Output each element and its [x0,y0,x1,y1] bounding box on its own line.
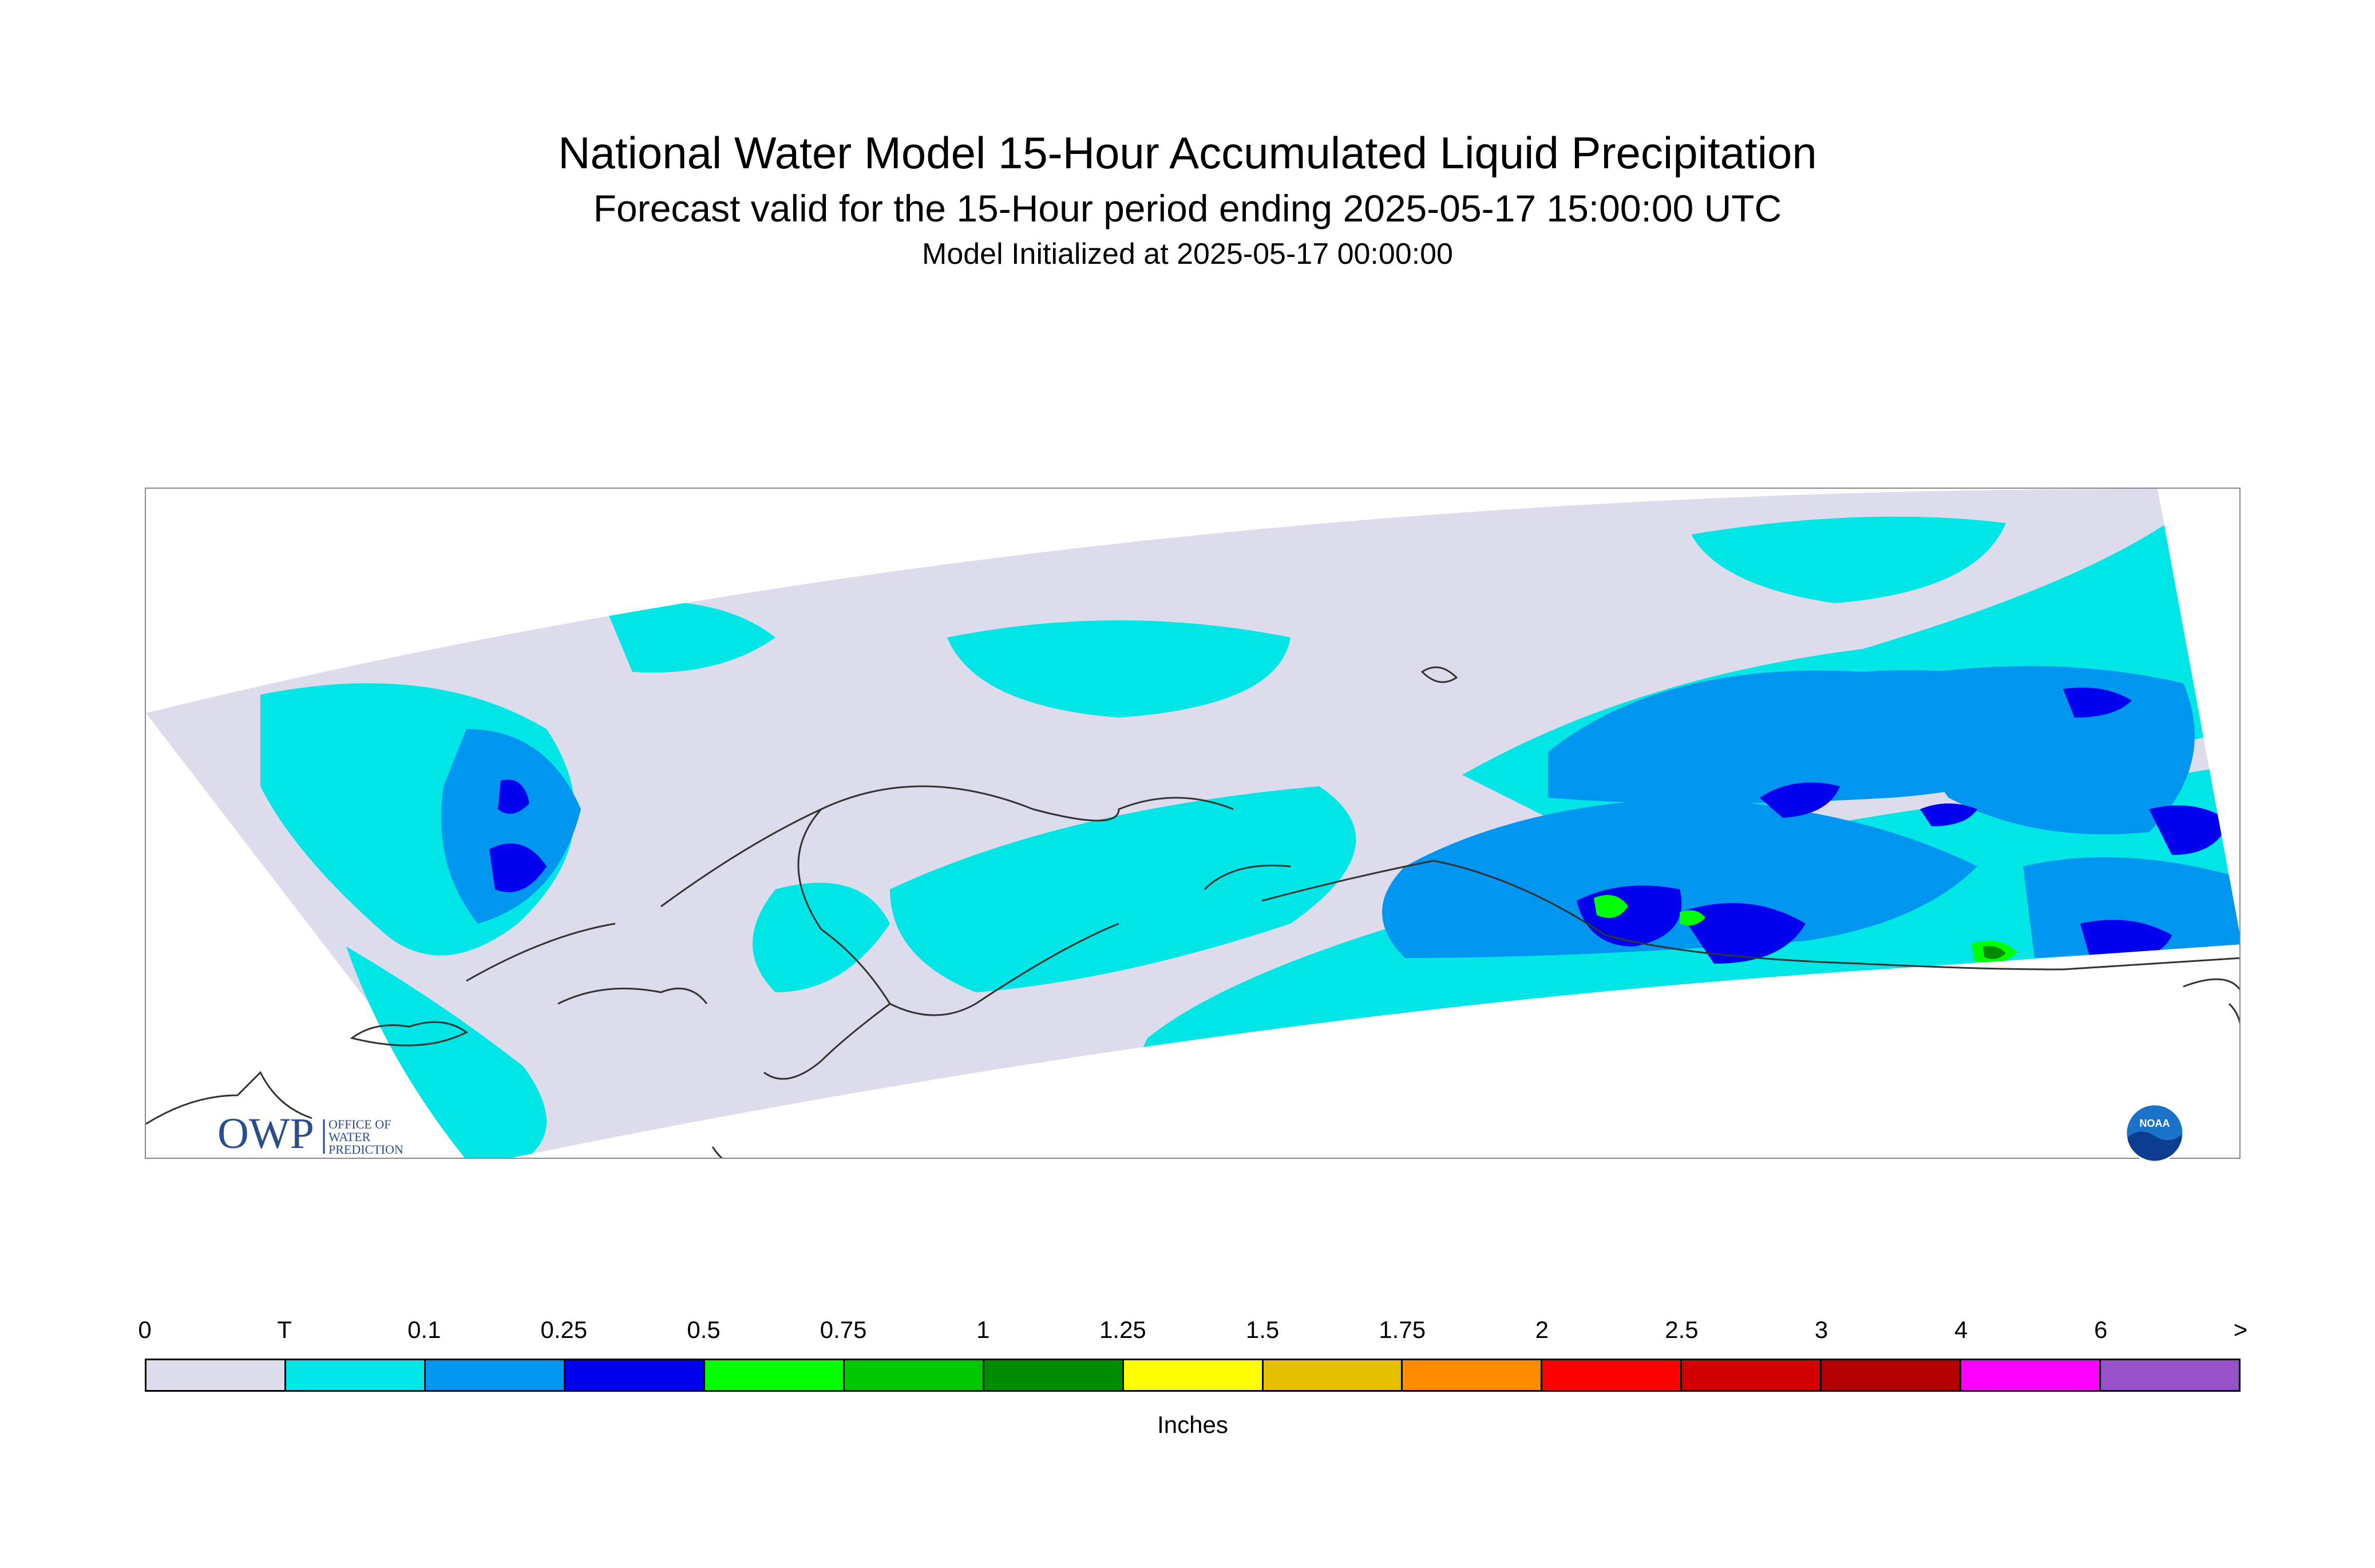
legend-tick-label: 1 [976,1316,990,1343]
noaa-logo: NOAA [2123,1102,2186,1167]
legend-tick-label: 0.75 [820,1316,867,1343]
moderate-precip-area [489,687,2229,964]
color-legend: 0 T 0.1 0.25 0.5 0.75 1 1.25 1.5 1.75 2 2.5 3 4 6 > Inc… [138,1316,2247,1488]
legend-swatch [1682,1360,1822,1390]
legend-tick-label: 1.25 [1099,1316,1146,1343]
legend-swatch [565,1360,705,1390]
coastline [146,666,2239,1158]
legend-tick-label: 0.5 [687,1316,721,1343]
legend-tick-label: 2 [1535,1316,1549,1343]
legend-tick-label: 4 [1954,1316,1968,1343]
legend-tick-label: 0.1 [407,1316,441,1343]
legend-swatch [1123,1360,1264,1390]
noaa-logo-text: NOAA [2140,1118,2170,1129]
legend-tick-label: 0 [138,1316,152,1343]
legend-swatch [286,1360,426,1390]
legend-swatch [984,1360,1124,1390]
legend-tick-label: > [2233,1316,2248,1343]
owp-logo: OWP OFFICE OF WATER PREDICTION [217,1099,446,1170]
legend-units: Inches [1157,1411,1228,1438]
owp-logo-subtext: OFFICE OF [328,1117,391,1131]
legend-tick-label: 0.25 [540,1316,588,1343]
map-svg [146,489,2239,1158]
legend-swatch [1263,1360,1403,1390]
owp-logo-subtext: WATER [328,1130,371,1144]
legend-tick-label: 6 [2094,1316,2108,1343]
legend-swatch [1403,1360,1543,1390]
model-init-text: Model Initialized at 2025-05-17 00:00:00 [922,237,1453,271]
precipitation-map [145,488,2241,1159]
legend-swatch [1822,1360,1962,1390]
legend-colorbar [145,1359,2241,1392]
legend-swatch [2101,1360,2239,1390]
legend-swatch [704,1360,845,1390]
legend-swatch [147,1360,286,1390]
legend-tick-label: 1.5 [1245,1316,1280,1343]
legend-swatch [425,1360,565,1390]
legend-tick-label: 1.75 [1379,1316,1426,1343]
legend-tick-label: 3 [1814,1316,1828,1343]
forecast-valid-subtitle: Forecast valid for the 15-Hour period en… [593,187,1782,229]
legend-swatch [1961,1360,2101,1390]
noaa-logo-svg: NOAA [2125,1103,2184,1163]
map-title: National Water Model 15-Hour Accumulated… [558,128,1817,178]
legend-tick-label: 2.5 [1665,1316,1699,1343]
owp-logo-subtext: PREDICTION [328,1142,403,1157]
owp-logo-text: OWP [217,1110,314,1158]
precip-fields [260,512,2239,1158]
legend-tick-label: T [277,1316,292,1343]
legend-swatch [844,1360,984,1390]
legend-swatch [1542,1360,1683,1390]
heaviest-precip-area [1983,945,2006,959]
